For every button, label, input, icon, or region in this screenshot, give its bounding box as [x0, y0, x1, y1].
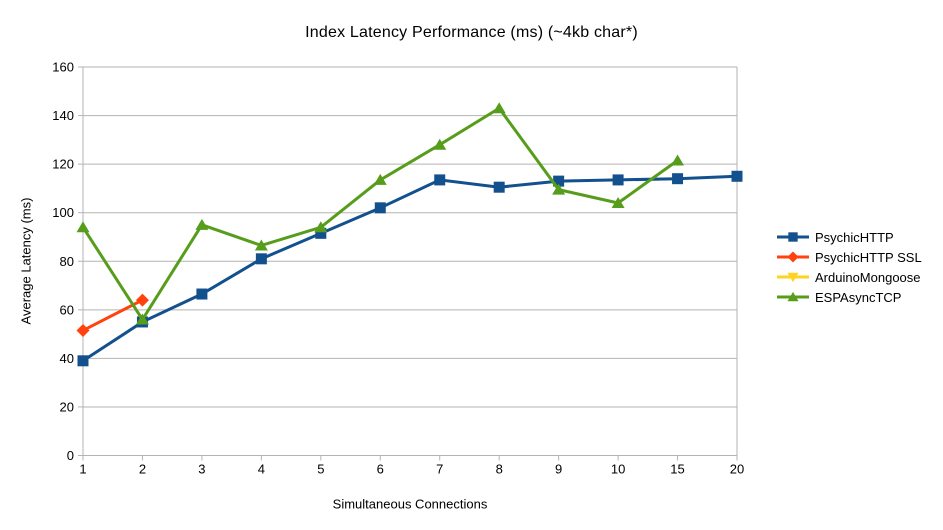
legend-item-espasynctcp: ESPAsyncTCP: [776, 287, 922, 307]
data-point-marker: [255, 253, 267, 265]
legend-marker-shape: [787, 272, 799, 283]
data-point-marker: [611, 196, 625, 208]
y-tick-label: 120: [52, 157, 74, 172]
y-tick-label: 60: [60, 302, 74, 317]
series-line-psychichttp: [82, 174, 738, 363]
x-tick-label: 15: [670, 462, 684, 477]
data-point-marker: [553, 175, 565, 187]
y-axis-title: Average Latency (ms): [18, 197, 34, 325]
data-point-marker: [254, 239, 268, 251]
legend-item-psychichttp: PsychicHTTP: [776, 227, 922, 247]
y-tick-label: 80: [60, 254, 74, 269]
x-tick-label: 10: [611, 462, 625, 477]
data-point-marker: [493, 181, 505, 193]
x-tick-label: 2: [139, 462, 146, 477]
data-point-marker: [612, 174, 624, 186]
x-tick-label: 9: [555, 462, 562, 477]
data-point-marker: [314, 221, 328, 233]
y-tick-label: 40: [60, 351, 74, 366]
data-point-marker: [76, 221, 90, 233]
legend-marker-icon: [777, 272, 809, 283]
legend-marker-icon: [777, 251, 809, 263]
x-tick-label: 1: [79, 462, 86, 477]
legend-item-arduinomongoose: ArduinoMongoose: [776, 267, 922, 287]
data-point-marker: [731, 170, 743, 182]
chart-title: Index Latency Performance (ms) (~4kb cha…: [305, 24, 638, 41]
data-point-marker: [76, 323, 90, 337]
x-tick-label: 4: [258, 462, 265, 477]
legend-label: PsychicHTTP: [815, 229, 894, 245]
data-point-marker: [672, 173, 684, 185]
legend-marker-shape: [787, 291, 799, 302]
x-tick-label: 20: [730, 462, 744, 477]
y-tick-label: 140: [52, 108, 74, 123]
x-tick-label: 8: [496, 462, 503, 477]
data-point-marker: [195, 218, 209, 230]
legend: PsychicHTTP PsychicHTTP SSL ArduinoMongoos…: [776, 227, 922, 307]
legend-marker-icon: [777, 291, 809, 302]
y-tick-label: 100: [52, 205, 74, 220]
data-point-marker: [374, 202, 386, 214]
x-axis-title: Simultaneous Connections: [332, 496, 488, 512]
data-point-marker: [434, 174, 446, 186]
data-point-marker: [135, 293, 149, 307]
data-point-marker: [373, 173, 387, 185]
legend-marker-shape: [788, 232, 798, 242]
legend-marker-icon: [777, 232, 809, 242]
legend-marker-shape: [787, 251, 799, 263]
data-point-marker: [315, 227, 327, 239]
x-tick-label: 3: [198, 462, 205, 477]
y-tick-label: 0: [67, 448, 74, 463]
x-tick-label: 7: [436, 462, 443, 477]
data-point-marker: [492, 102, 506, 114]
legend-label: ESPAsyncTCP: [815, 289, 902, 305]
legend-item-psychichttp-ssl: PsychicHTTP SSL: [776, 247, 922, 267]
series-line-espasynctcp: [81, 106, 679, 323]
data-point-marker: [196, 288, 208, 300]
data-point-marker: [433, 138, 447, 150]
data-point-marker: [135, 313, 149, 325]
data-point-marker: [552, 183, 566, 195]
x-tick-label: 6: [377, 462, 384, 477]
legend-label: PsychicHTTP SSL: [815, 249, 922, 265]
y-tick-label: 20: [60, 399, 74, 414]
data-point-marker: [77, 355, 89, 367]
y-tick-label: 160: [52, 60, 74, 75]
x-tick-label: 5: [317, 462, 324, 477]
legend-label: ArduinoMongoose: [815, 269, 921, 285]
data-point-marker: [671, 154, 685, 166]
